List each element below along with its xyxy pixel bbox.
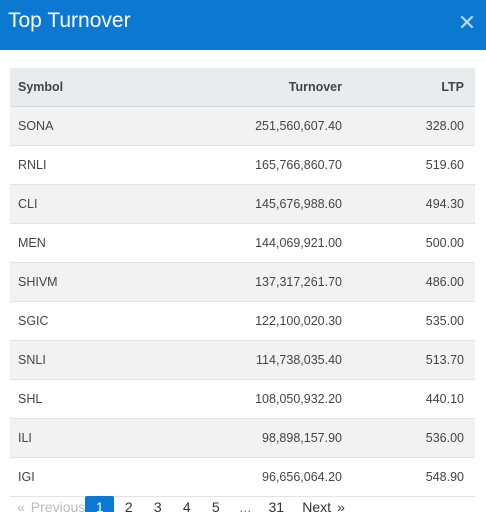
double-chevron-right-icon: » (337, 499, 345, 512)
table-header-row: Symbol Turnover LTP (10, 68, 475, 107)
double-chevron-left-icon: « (17, 499, 25, 512)
cell-symbol: SHIVM (18, 274, 58, 289)
cell-symbol: MEN (18, 235, 46, 250)
table-row[interactable]: ILI 98,898,157.90 536.00 (10, 418, 475, 457)
cell-symbol: SGIC (18, 313, 49, 328)
cell-ltp: 535.00 (425, 313, 464, 328)
page-button-2[interactable]: 2 (124, 499, 133, 512)
column-header-ltp[interactable]: LTP (350, 68, 475, 107)
pagination: « Previous 1 2 3 4 5 ... 31 Next » (17, 496, 345, 512)
table-row[interactable]: IGI 96,656,064.20 548.90 (10, 457, 475, 496)
modal-header: Top Turnover ✕ (0, 0, 486, 50)
table-row[interactable]: SHIVM 137,317,261.70 486.00 (10, 262, 475, 301)
previous-label: Previous (30, 499, 86, 512)
cell-turnover: 251,560,607.40 (255, 118, 342, 133)
cell-turnover: 165,766,860.70 (255, 157, 342, 172)
turnover-table-container: Symbol Turnover LTP SONA 251,560,607.40 32… (10, 68, 475, 497)
column-header-symbol[interactable]: Symbol (10, 68, 160, 107)
cell-ltp: 500.00 (425, 235, 464, 250)
cell-turnover: 98,898,157.90 (262, 430, 342, 445)
cell-ltp: 513.70 (425, 352, 464, 367)
table-row[interactable]: RNLI 165,766,860.70 519.60 (10, 145, 475, 184)
column-header-turnover[interactable]: Turnover (160, 68, 350, 107)
cell-turnover: 145,676,988.60 (255, 196, 342, 211)
previous-page-button[interactable]: « Previous (17, 499, 85, 512)
table-row[interactable]: SONA 251,560,607.40 328.00 (10, 106, 475, 145)
cell-turnover: 122,100,020.30 (255, 313, 342, 328)
cell-ltp: 536.00 (425, 430, 464, 445)
cell-symbol: SNLI (18, 352, 46, 367)
cell-symbol: IGI (18, 469, 35, 484)
table-row[interactable]: SGIC 122,100,020.30 535.00 (10, 301, 475, 340)
cell-symbol: CLI (18, 196, 38, 211)
turnover-table: Symbol Turnover LTP SONA 251,560,607.40 32… (10, 68, 475, 497)
modal-title: Top Turnover (8, 9, 131, 32)
next-label: Next (302, 499, 332, 512)
close-icon[interactable]: ✕ (457, 10, 477, 35)
cell-turnover: 137,317,261.70 (255, 274, 342, 289)
cell-symbol: ILI (18, 430, 32, 445)
table-row[interactable]: MEN 144,069,921.00 500.00 (10, 223, 475, 262)
table-row[interactable]: SHL 108,050,932.20 440.10 (10, 379, 475, 418)
cell-ltp: 328.00 (425, 118, 464, 133)
cell-ltp: 486.00 (425, 274, 464, 289)
cell-symbol: RNLI (18, 157, 47, 172)
next-page-button[interactable]: Next » (302, 499, 345, 512)
page-button-3[interactable]: 3 (153, 499, 162, 512)
cell-symbol: SHL (18, 391, 43, 406)
cell-turnover: 144,069,921.00 (255, 235, 342, 250)
cell-turnover: 114,738,035.40 (256, 352, 342, 367)
page-button-5[interactable]: 5 (211, 499, 220, 512)
cell-turnover: 108,050,932.20 (255, 391, 342, 406)
cell-ltp: 440.10 (425, 391, 464, 406)
cell-ltp: 519.60 (425, 157, 464, 172)
cell-turnover: 96,656,064.20 (262, 469, 342, 484)
page-button-last[interactable]: 31 (268, 499, 285, 512)
page-button-4[interactable]: 4 (182, 499, 191, 512)
cell-ltp: 548.90 (425, 469, 464, 484)
cell-ltp: 494.30 (425, 196, 464, 211)
pagination-ellipsis: ... (239, 499, 252, 512)
table-body: SONA 251,560,607.40 328.00 RNLI 165,766,860.… (10, 106, 475, 496)
table-row[interactable]: SNLI 114,738,035.40 513.70 (10, 340, 475, 379)
table-row[interactable]: CLI 145,676,988.60 494.30 (10, 184, 475, 223)
table-header: Symbol Turnover LTP (10, 68, 475, 107)
cell-symbol: SONA (18, 118, 54, 133)
page-button-1[interactable]: 1 (85, 496, 115, 512)
